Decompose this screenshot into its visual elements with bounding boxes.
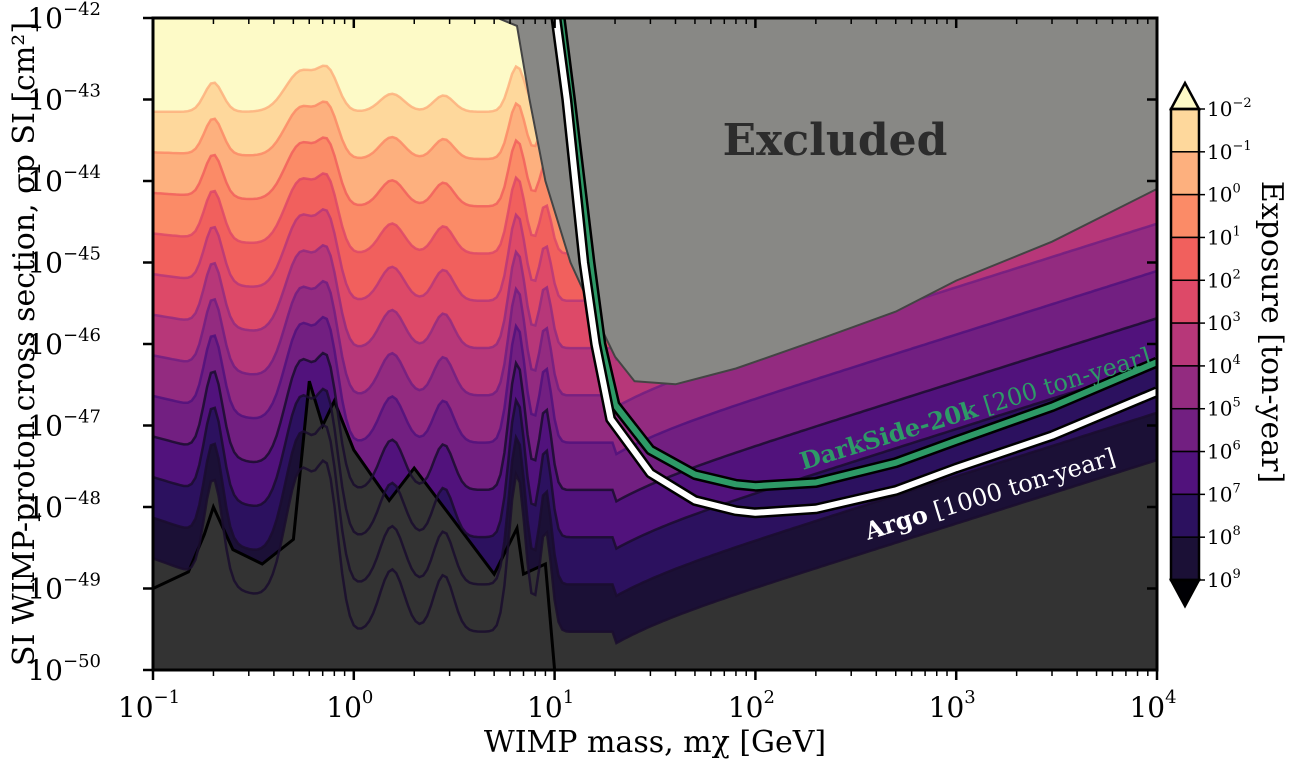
colorbar-tick-label: 100 <box>1207 182 1241 207</box>
exposure-contour-12 <box>153 458 1157 645</box>
colorbar-segment <box>1170 151 1200 196</box>
y-axis-ticks: 10−42 10−43 10−44 10−45 10−46 10−47 10−48 10−49… <box>27 0 1157 687</box>
colorbar-tick-label: 103 <box>1207 310 1241 335</box>
limit-curve-0 <box>557 18 1157 490</box>
y-tick-label: 10−49 <box>27 570 101 606</box>
x-axis-title: WIMP mass, mχ [GeV] <box>484 725 826 760</box>
exposure-contour-10 <box>153 364 1157 551</box>
exposure-contour-9 <box>153 317 1157 504</box>
colorbar-segment <box>1170 108 1200 153</box>
y-tick-label: 10−50 <box>27 651 101 687</box>
colorbar-tick-label: 10−1 <box>1207 139 1252 164</box>
x-tick-label: 104 <box>1129 687 1176 724</box>
colorbar-segment <box>1170 493 1200 538</box>
colorbar-segment <box>1170 322 1200 367</box>
x-tick-label: 100 <box>326 687 373 724</box>
excluded-region-label: Excluded <box>723 115 948 166</box>
colorbar-tick-label: 107 <box>1207 481 1241 506</box>
colorbar: 10−2 10−1 100 101 102 103 104 105 106 107 108 109 <box>1168 80 1252 609</box>
y-tick-label: 10−47 <box>27 407 101 443</box>
colorbar-tick-label: 108 <box>1207 524 1241 549</box>
colorbar-tick-label: 105 <box>1207 396 1241 421</box>
x-tick-label: 10−1 <box>118 687 180 724</box>
excluded-region <box>496 18 1157 386</box>
x-axis-ticks: 10−1 100 101 102 103 104 <box>118 18 1177 724</box>
exposure-contour-8 <box>153 269 1157 456</box>
colorbar-segment <box>1170 193 1200 239</box>
y-tick-label: 10−48 <box>27 488 101 524</box>
exposure-contour-11 <box>153 411 1157 598</box>
limit-curves <box>550 18 1157 519</box>
colorbar-frame <box>1169 107 1201 582</box>
limit-curve-1 <box>552 18 1157 516</box>
colorbar-segment <box>1170 450 1200 496</box>
colorbar-segment <box>1170 536 1200 581</box>
colorbar-tick-label: 101 <box>1207 224 1241 249</box>
y-tick-label: 10−45 <box>27 244 101 280</box>
exposure-contour-7 <box>153 222 1157 409</box>
colorbar-extend-top <box>1168 80 1202 111</box>
x-tick-label: 102 <box>728 687 775 724</box>
y-tick-label: 10−44 <box>27 162 101 198</box>
plot-area <box>153 18 1157 670</box>
colorbar-segment <box>1170 279 1200 324</box>
colorbar-extend-bottom <box>1168 578 1202 609</box>
colorbar-segment <box>1170 407 1200 453</box>
y-tick-label: 10−43 <box>27 81 101 117</box>
colorbar-tick-label: 102 <box>1207 267 1241 292</box>
colorbar-title: Exposure [ton-year] <box>1254 181 1289 483</box>
colorbar-tick-label: 104 <box>1207 353 1241 378</box>
y-tick-label: 10−46 <box>27 325 101 361</box>
colorbar-tick-label: 109 <box>1207 567 1241 592</box>
colorbar-segment <box>1170 236 1200 282</box>
y-tick-label: 10−42 <box>27 0 101 35</box>
x-tick-label: 101 <box>527 687 574 724</box>
colorbar-tick-label: 106 <box>1207 439 1241 464</box>
colorbar-segment <box>1170 365 1200 410</box>
x-tick-label: 103 <box>929 687 976 724</box>
y-axis-title: SI WIMP-proton cross section, σp SI [cm²… <box>7 22 42 666</box>
colorbar-tick-label: 10−2 <box>1207 96 1252 121</box>
